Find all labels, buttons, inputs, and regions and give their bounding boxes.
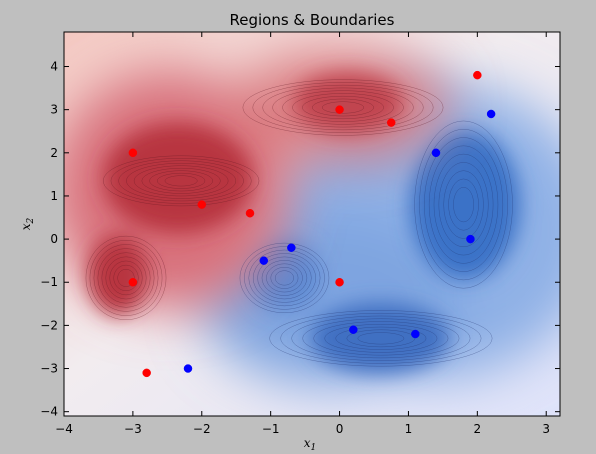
blue-point [411, 329, 420, 339]
contour-line [302, 95, 384, 120]
y-axis-label: x2 [19, 217, 36, 230]
contour-line [428, 145, 499, 264]
blue-point [287, 243, 296, 252]
contour-line [291, 315, 471, 361]
contour-line [93, 244, 159, 312]
contour-line [448, 178, 479, 231]
red-point [335, 277, 344, 287]
red-point [335, 105, 344, 114]
x-tick-label: −1 [262, 422, 280, 436]
x-axis-label: x1 [304, 436, 317, 453]
red-core [88, 73, 403, 315]
contour-line [292, 93, 394, 122]
y-tick-label: 0 [50, 232, 58, 246]
x-tick-label: 1 [405, 422, 413, 436]
contour-line [248, 249, 321, 307]
y-tick-label: −2 [40, 318, 58, 332]
contour-line [164, 175, 198, 187]
contour-line [272, 87, 414, 128]
contour-line [102, 155, 260, 207]
contour-line [141, 167, 221, 194]
blue-point [431, 148, 441, 158]
contour-line [438, 162, 489, 248]
contour-line [156, 172, 206, 189]
x-tick-label: 0 [336, 422, 344, 436]
contour-line [133, 165, 229, 197]
contour-line [312, 98, 374, 117]
contour-background [64, 32, 560, 416]
blue-point [486, 109, 496, 119]
contour-line [313, 321, 449, 356]
contour-line [89, 240, 163, 316]
contour-line [105, 256, 147, 300]
contour-line [266, 263, 303, 293]
chart-title: Regions & Boundaries [230, 11, 395, 29]
x-tick-label: −2 [193, 422, 211, 436]
contour-line [262, 84, 424, 131]
contour-line [118, 160, 244, 202]
red-point [386, 118, 396, 127]
red-point [197, 200, 207, 209]
contour-line [335, 326, 427, 350]
red-point [128, 148, 138, 158]
contour-line [109, 260, 143, 296]
contour-line [419, 129, 508, 281]
blue-point [349, 325, 358, 334]
contour-line [282, 90, 404, 125]
contour-line [126, 162, 237, 199]
contour-line [302, 318, 460, 359]
blue-point [259, 256, 269, 265]
blue-point [466, 234, 475, 244]
x-tick-label: −4 [55, 422, 73, 436]
contour-line [453, 186, 474, 223]
contour-line [242, 79, 444, 136]
plot-frame [63, 31, 561, 417]
red-point [128, 277, 138, 287]
contour-line [274, 270, 294, 286]
contour-line [424, 137, 504, 272]
contour-line [149, 170, 213, 192]
blue-point [183, 364, 193, 373]
y-tick-label: 1 [50, 189, 58, 203]
contour-line [433, 153, 494, 256]
contour-line [244, 246, 325, 310]
contour-line [113, 264, 139, 291]
contour-line [257, 256, 312, 300]
y-tick-label: 4 [50, 60, 58, 74]
contour-line [321, 101, 365, 114]
y-tick-label: 2 [50, 146, 58, 160]
contour-line [110, 158, 252, 204]
contour-line [252, 253, 316, 303]
contour-line [324, 324, 438, 353]
contour-line [101, 252, 151, 304]
contour-line [346, 329, 416, 348]
x-tick-label: 3 [542, 422, 550, 436]
contour-line [97, 248, 155, 308]
x-tick-label: 2 [474, 422, 482, 436]
x-tick-label: −3 [124, 422, 142, 436]
red-point [473, 70, 482, 80]
contour-line [117, 269, 135, 287]
contour-lines [85, 79, 513, 367]
y-tick-label: −3 [40, 362, 58, 376]
contour-line [443, 170, 484, 239]
contour-line [414, 120, 513, 289]
y-tick-label: −4 [40, 405, 58, 419]
contour-line [280, 312, 482, 364]
contour-line [357, 332, 405, 345]
contour-line [239, 242, 330, 314]
contour-line [252, 82, 434, 133]
y-tick-label: −1 [40, 275, 58, 289]
y-tick-label: 3 [50, 103, 58, 117]
data-points [128, 70, 496, 378]
axis-ticks: −4 −3 −2 −1 0 1 2 3 −4 −3 −2 −1 0 1 2 3 4 [40, 32, 560, 436]
contour-line [261, 260, 308, 296]
red-point [142, 368, 151, 378]
contour-line [269, 310, 493, 367]
contour-line [85, 235, 167, 320]
contour-line [270, 267, 299, 289]
red-point [245, 208, 255, 218]
